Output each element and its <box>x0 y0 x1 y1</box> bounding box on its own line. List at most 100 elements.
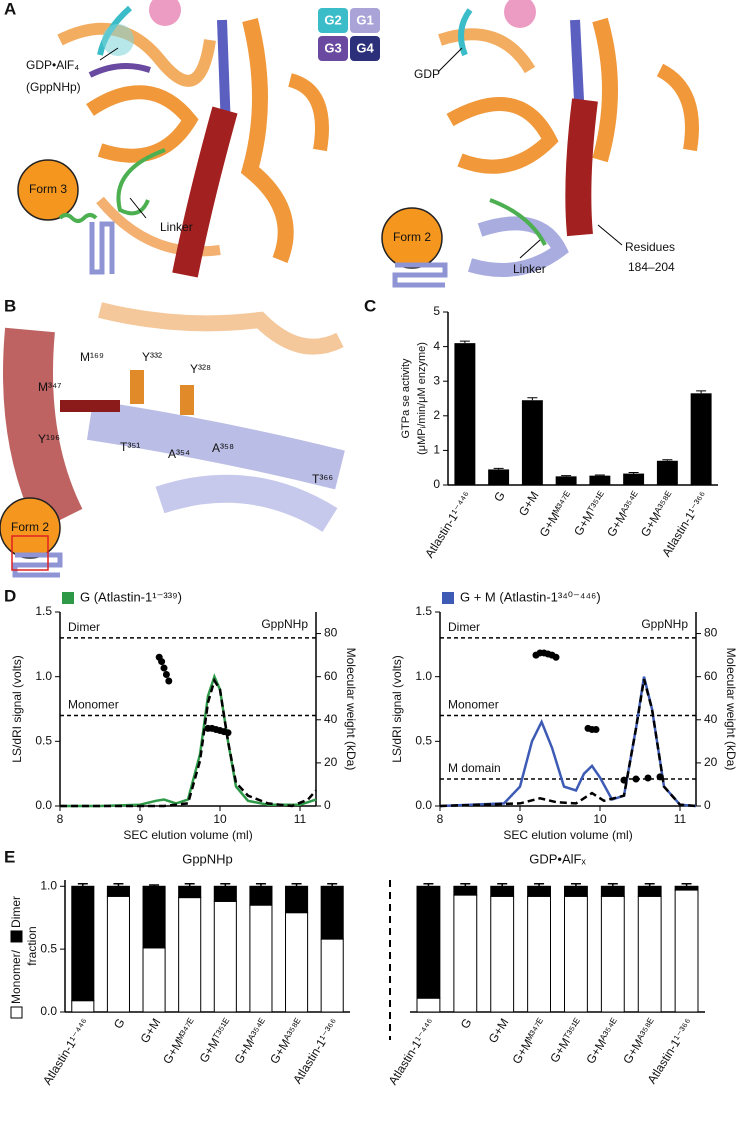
y2-tick-label: 60 <box>324 669 338 683</box>
motif-label: G3 <box>324 40 341 55</box>
residue-label: Y³³² <box>142 350 162 364</box>
y-label: fraction <box>25 926 39 965</box>
residue-label: Y¹⁹⁶ <box>38 432 60 446</box>
bar-segment <box>249 885 273 906</box>
motif-box <box>350 36 380 61</box>
helix-lavender <box>467 216 569 277</box>
y-tick-label: 4 <box>433 339 440 353</box>
residue-label: T³⁶⁶ <box>312 472 333 486</box>
y2-tick-label: 0 <box>704 798 711 812</box>
bar-segment <box>527 895 551 1013</box>
bar-segment <box>416 885 441 999</box>
structure-label: Residues <box>625 240 675 254</box>
structure-a-right <box>438 0 699 277</box>
y2-tick-label: 20 <box>704 755 718 769</box>
panel-letter: C <box>364 296 376 315</box>
bar-segment <box>142 947 166 1013</box>
panel-letter: B <box>4 296 16 315</box>
bar-segment <box>416 997 441 1013</box>
residue-label: T³⁵¹ <box>120 440 140 454</box>
signal-line <box>60 673 317 808</box>
mw-point <box>160 664 168 672</box>
bar-segment <box>637 885 662 897</box>
y-tick-label: 1.5 <box>35 604 52 618</box>
bar <box>555 476 577 485</box>
error-bar <box>459 340 470 344</box>
y-tick-label: 2 <box>433 408 440 422</box>
x-tick-label: G+Mᴬ³⁵⁴ᴱ <box>583 1016 622 1067</box>
chart-subtitle: GDP•AlFₓ <box>529 851 586 866</box>
signal-line <box>439 678 697 808</box>
bar <box>454 343 476 485</box>
x-tick-label: G+M <box>486 1016 512 1046</box>
ligand <box>102 24 134 56</box>
y-tick-label: 0.0 <box>415 798 432 812</box>
y2-tick-label: 80 <box>704 626 718 640</box>
error-bar <box>255 883 266 887</box>
y-tick-label: 1.5 <box>415 604 432 618</box>
form-domain <box>17 159 79 221</box>
bar-segment <box>320 938 344 1013</box>
bar-segment <box>564 895 588 1013</box>
y-tick-label: 3 <box>433 373 440 387</box>
y2-tick-label: 80 <box>324 626 338 640</box>
x-tick-label: G+Mᴬ³⁵⁴ᴱ <box>231 1016 270 1067</box>
error-bar <box>291 883 302 887</box>
bar <box>488 469 510 485</box>
signal-line <box>60 677 317 808</box>
y2-label: Molecular weight (kDa) <box>344 648 358 771</box>
reference-label: Dimer <box>68 620 100 634</box>
error-bar <box>497 883 508 887</box>
x-tick-label: 8 <box>57 812 64 826</box>
annotation: GppNHp <box>261 617 308 631</box>
error-bar <box>184 883 195 887</box>
legend-swatch <box>442 592 454 604</box>
y2-tick-label: 40 <box>324 712 338 726</box>
ligand <box>149 0 181 26</box>
y-tick-label: 0 <box>433 477 440 491</box>
bar <box>690 393 712 485</box>
legend-label: G (Atlastin-1¹⁻³³⁹) <box>80 589 182 604</box>
x-tick-label: G+Mᵀ³⁵¹ᴱ <box>571 489 609 538</box>
structure-b <box>3 302 345 532</box>
bar-segment <box>178 897 202 1013</box>
x-label: SEC elution volume (ml) <box>503 828 632 842</box>
residue-label: M¹⁶⁹ <box>80 350 104 364</box>
y-tick-label: 0.0 <box>35 798 52 812</box>
bar-segment <box>320 885 344 940</box>
residue-label: M³⁴⁷ <box>38 380 62 394</box>
y-label: LS/dRI signal (volts) <box>10 655 24 762</box>
loop-purple <box>88 63 151 78</box>
legend-label: Dimer <box>9 896 23 928</box>
y-tick-label: 1.0 <box>40 878 57 892</box>
bar <box>521 400 543 485</box>
y-tick-label: 5 <box>433 304 440 318</box>
motif-label: G2 <box>324 12 341 27</box>
mw-point <box>592 725 600 733</box>
sidechain <box>180 385 194 415</box>
motif-box <box>318 8 348 33</box>
y2-tick-label: 60 <box>704 669 718 683</box>
bar-segment <box>213 900 237 1013</box>
y2-tick-label: 20 <box>324 755 338 769</box>
bar-segment <box>142 885 166 949</box>
error-bar <box>460 883 471 887</box>
x-tick-label: G+Mᴹ³⁴⁷ᴱ <box>537 489 576 540</box>
sidechain <box>60 400 120 412</box>
x-tick-label: Atlastin-1¹⁻⁴⁴⁶ <box>40 1016 92 1088</box>
bar <box>623 473 645 485</box>
mw-point <box>644 774 652 782</box>
y-tick-label: 0.0 <box>40 1004 57 1018</box>
ribbon <box>438 28 536 74</box>
highlight-box <box>11 535 49 571</box>
mw-point <box>162 671 170 679</box>
error-bar <box>77 883 88 887</box>
motif-box <box>318 36 348 61</box>
y-tick-label: 0.5 <box>35 734 52 748</box>
legend-label: G + M (Atlastin-1³⁴⁰⁻⁴⁴⁶) <box>460 589 601 604</box>
bar-segment <box>285 912 309 1013</box>
linker <box>489 198 547 246</box>
error-bar <box>594 474 605 476</box>
x-tick-label: Atlastin-1¹⁻⁴⁴⁶ <box>386 1016 438 1088</box>
